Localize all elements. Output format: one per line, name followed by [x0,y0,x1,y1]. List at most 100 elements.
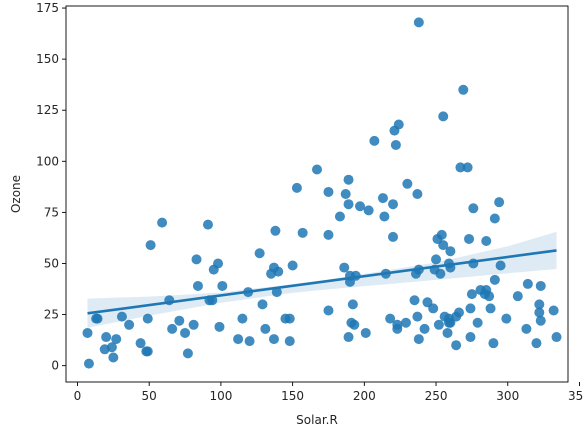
data-point [270,225,281,236]
data-point [284,313,295,324]
data-point [535,315,546,326]
data-point [83,358,94,369]
data-point [393,119,404,130]
data-point [334,211,345,222]
data-point [385,313,396,324]
x-tick-label: 100 [209,389,232,403]
data-point [142,346,153,357]
data-point [438,240,449,251]
data-point [145,240,156,251]
data-point [464,233,475,244]
data-point [431,254,442,265]
data-point [495,260,506,271]
confidence-band [87,231,557,328]
data-point [188,319,199,330]
data-point [522,278,533,289]
confidence-band-layer [87,231,557,328]
x-tick-label: 300 [496,389,519,403]
data-point [379,211,390,222]
data-point [409,295,420,306]
data-point [465,303,476,314]
points-layer [82,17,562,369]
data-point [435,268,446,279]
data-point [257,299,268,310]
data-point [214,321,225,332]
data-point [192,280,203,291]
regression-line-layer [87,249,557,315]
data-point [390,139,401,150]
y-tick-label: 175 [36,1,59,15]
data-point [455,162,466,173]
data-point [458,84,469,95]
x-tick-label: 150 [281,389,304,403]
data-point [347,299,358,310]
data-point [481,236,492,246]
data-point [343,332,354,343]
data-point [442,327,453,338]
data-point [180,327,191,338]
data-point [340,189,351,199]
data-point [534,307,545,318]
y-tick-label: 50 [44,256,59,270]
data-point [438,111,449,122]
data-point [377,193,388,204]
data-point [191,254,202,265]
data-point [494,197,505,208]
data-point [548,305,559,316]
data-point [466,289,477,300]
data-point [106,342,117,353]
data-point [323,229,334,240]
data-point [343,199,354,210]
axes-layer: 0 50 100 150 200 250 300 350 0 25 50 75 100 125 150 175 [36,1,584,403]
data-point [254,248,265,259]
data-point [400,317,411,328]
data-point [339,262,350,273]
data-point [468,203,479,214]
data-point [428,303,439,314]
data-point [488,338,499,349]
data-point [551,332,562,343]
x-tick-label: 0 [74,389,82,403]
data-point [273,266,284,277]
y-tick-label: 125 [36,103,59,117]
data-point [323,186,334,197]
data-point [412,189,423,199]
data-point [116,311,127,322]
data-point [355,201,366,212]
data-point [108,352,119,363]
data-point [489,274,500,285]
data-point [287,260,298,271]
data-point [157,217,168,228]
data-point [535,280,546,291]
data-point [217,280,228,291]
data-point [244,336,255,347]
data-point [388,231,399,242]
data-point [213,258,224,269]
y-tick-label: 25 [44,308,59,322]
data-point [472,317,483,328]
data-point [271,287,282,298]
data-point [485,303,496,314]
data-point [284,336,295,347]
data-point [453,307,464,318]
data-point [451,340,462,351]
x-tick-label: 50 [142,389,157,403]
data-point [360,327,371,338]
data-point [462,162,473,173]
data-point [433,319,444,330]
data-point [531,338,542,349]
data-point [388,199,399,210]
data-point [202,219,213,230]
x-tick-label: 200 [353,389,376,403]
data-point [363,205,374,216]
data-point [484,291,495,302]
x-axis-label: Solar.R [296,413,338,427]
data-point [412,311,423,322]
data-point [512,291,523,302]
data-point [349,319,360,330]
data-point [436,229,447,240]
y-tick-label: 0 [51,359,59,373]
data-point [92,313,103,324]
